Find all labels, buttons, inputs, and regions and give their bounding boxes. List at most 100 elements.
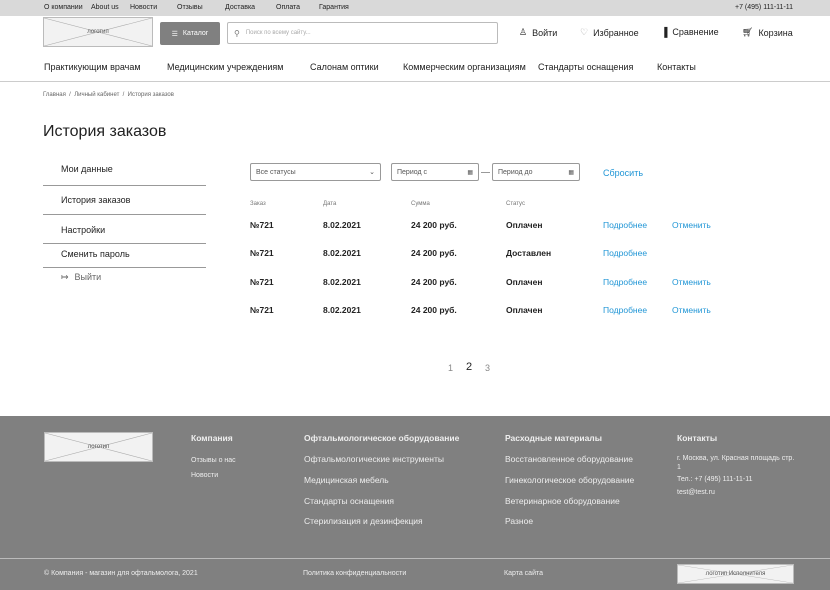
- footer-category-link[interactable]: Медицинская мебель: [304, 475, 389, 485]
- catalog-button[interactable]: ☰ Каталог: [160, 22, 220, 45]
- header-divider: [0, 81, 830, 82]
- page-2-current[interactable]: 2: [466, 361, 473, 373]
- bar-chart-icon: ▐: [661, 27, 668, 37]
- footer-category-link[interactable]: Восстановленное оборудование: [505, 454, 633, 464]
- order-status: Оплачен: [506, 277, 543, 287]
- topbar-phone: +7 (495) 111-11-11: [735, 4, 794, 11]
- order-sum: 24 200 руб.: [411, 305, 457, 315]
- order-date: 8.02.2021: [323, 220, 361, 230]
- sitemap-link[interactable]: Карта сайта: [504, 570, 543, 577]
- footer-category-link[interactable]: Ветеринарное оборудование: [505, 496, 620, 506]
- privacy-link[interactable]: Политика конфиденциальности: [303, 570, 407, 577]
- page-1[interactable]: 1: [448, 363, 454, 373]
- page-title: История заказов: [43, 123, 167, 140]
- chevron-down-icon: ⌄: [369, 169, 375, 176]
- heart-icon: ♡: [580, 27, 589, 37]
- order-sum: 24 200 руб.: [411, 248, 457, 258]
- breadcrumb-account[interactable]: Личный кабинет: [74, 92, 120, 98]
- details-link[interactable]: Подробнее: [603, 248, 648, 258]
- topbar-link-news[interactable]: Новости: [130, 4, 158, 11]
- nav-doctors[interactable]: Практикующим врачам: [44, 62, 141, 72]
- logout-button[interactable]: ↦ Выйти: [61, 272, 102, 282]
- cancel-link[interactable]: Отменить: [672, 220, 711, 230]
- order-sum: 24 200 руб.: [411, 277, 457, 287]
- topbar-link-delivery[interactable]: Доставка: [225, 4, 256, 11]
- logout-icon: ↦: [61, 272, 69, 282]
- topbar-link-about-us[interactable]: About us: [91, 4, 119, 11]
- search-icon: ⚲: [234, 28, 240, 38]
- breadcrumb: Главная / Личный кабинет / История заказ…: [43, 92, 174, 98]
- status-select[interactable]: Все статусы ⌄: [250, 163, 381, 181]
- sidebar-item-settings[interactable]: Настройки: [61, 225, 106, 235]
- cancel-link[interactable]: Отменить: [672, 305, 711, 315]
- divider: [43, 243, 206, 244]
- footer-category-link[interactable]: Офтальмологическое оборудование: [304, 433, 460, 443]
- breadcrumb-home[interactable]: Главная: [43, 92, 66, 98]
- cart-icon: 🛒︎: [742, 27, 754, 37]
- reset-button[interactable]: Сбросить: [603, 168, 644, 178]
- footer-address: г. Москва, ул. Красная площадь стр. 1: [677, 455, 795, 471]
- logo[interactable]: логотип: [43, 17, 153, 47]
- column-header-date: Дата: [323, 201, 337, 207]
- order-status: Оплачен: [506, 220, 543, 230]
- calendar-icon: ▦: [568, 169, 574, 176]
- cart-button[interactable]: 🛒︎ Корзина: [742, 27, 793, 38]
- footer-company-title: Компания: [191, 433, 233, 443]
- footer-link-news[interactable]: Новости: [191, 472, 219, 479]
- column-header-sum: Сумма: [411, 201, 430, 207]
- order-date: 8.02.2021: [323, 248, 361, 258]
- footer-category-link[interactable]: Стандарты оснащения: [304, 496, 395, 506]
- topbar-link-warranty[interactable]: Гарантия: [319, 4, 349, 11]
- range-dash: [481, 172, 490, 173]
- topbar-link-reviews[interactable]: Отзывы: [177, 4, 203, 11]
- order-number: №721: [250, 305, 274, 315]
- user-icon: ♙: [519, 27, 528, 37]
- footer-category-link[interactable]: Гинекологическое оборудование: [505, 475, 635, 485]
- sidebar-item-my-data[interactable]: Мои данные: [61, 164, 113, 174]
- order-status: Оплачен: [506, 305, 543, 315]
- topbar-link-payment[interactable]: Оплата: [276, 4, 301, 11]
- column-header-status: Статус: [506, 201, 525, 207]
- favorites-button[interactable]: ♡ Избранное: [580, 27, 639, 38]
- footer-link-reviews[interactable]: Отзывы о нас: [191, 457, 236, 464]
- topbar-link-about[interactable]: О компании: [44, 4, 83, 11]
- details-link[interactable]: Подробнее: [603, 305, 648, 315]
- sidebar-item-change-password[interactable]: Сменить пароль: [61, 249, 130, 259]
- order-date: 8.02.2021: [323, 277, 361, 287]
- top-bar: [0, 0, 830, 16]
- nav-optics[interactable]: Салонам оптики: [310, 62, 379, 72]
- nav-commercial[interactable]: Коммерческим организациям: [403, 62, 526, 72]
- search-input[interactable]: ⚲ Поиск по всему сайту...: [227, 22, 498, 44]
- page-3[interactable]: 3: [485, 363, 491, 373]
- date-from-input[interactable]: Период с ▦: [391, 163, 479, 181]
- nav-institutions[interactable]: Медицинским учреждениям: [167, 62, 284, 72]
- nav-standards[interactable]: Стандарты оснащения: [538, 62, 634, 72]
- footer-divider: [0, 558, 830, 559]
- footer-email[interactable]: test@test.ru: [677, 489, 715, 496]
- developer-logo[interactable]: логотип Исполнителя: [677, 564, 794, 584]
- compare-button[interactable]: ▐ Сравнение: [661, 27, 719, 37]
- date-to-input[interactable]: Период до ▦: [492, 163, 580, 181]
- copyright: © Компания - магазин для офтальмолога, 2…: [44, 570, 198, 577]
- footer-phone: Тел.: +7 (495) 111-11-11: [677, 476, 753, 483]
- footer-logo[interactable]: логотип: [44, 432, 153, 462]
- cancel-link[interactable]: Отменить: [672, 277, 711, 287]
- login-button[interactable]: ♙ Войти: [519, 27, 558, 38]
- footer-category-link[interactable]: Офтальмологические инструменты: [304, 454, 444, 464]
- divider: [43, 185, 206, 186]
- nav-contacts[interactable]: Контакты: [657, 62, 696, 72]
- footer-category-link[interactable]: Разное: [505, 516, 534, 526]
- menu-icon: ☰: [171, 30, 178, 38]
- footer-category-link[interactable]: Расходные материалы: [505, 433, 602, 443]
- order-number: №721: [250, 220, 274, 230]
- divider: [43, 267, 206, 268]
- footer-category-link[interactable]: Стерилизация и дезинфекция: [304, 516, 423, 526]
- order-status: Доставлен: [506, 248, 552, 258]
- footer-contacts-title: Контакты: [677, 433, 718, 443]
- details-link[interactable]: Подробнее: [603, 220, 648, 230]
- details-link[interactable]: Подробнее: [603, 277, 648, 287]
- order-sum: 24 200 руб.: [411, 220, 457, 230]
- order-date: 8.02.2021: [323, 305, 361, 315]
- sidebar-item-order-history[interactable]: История заказов: [61, 195, 131, 205]
- order-number: №721: [250, 277, 274, 287]
